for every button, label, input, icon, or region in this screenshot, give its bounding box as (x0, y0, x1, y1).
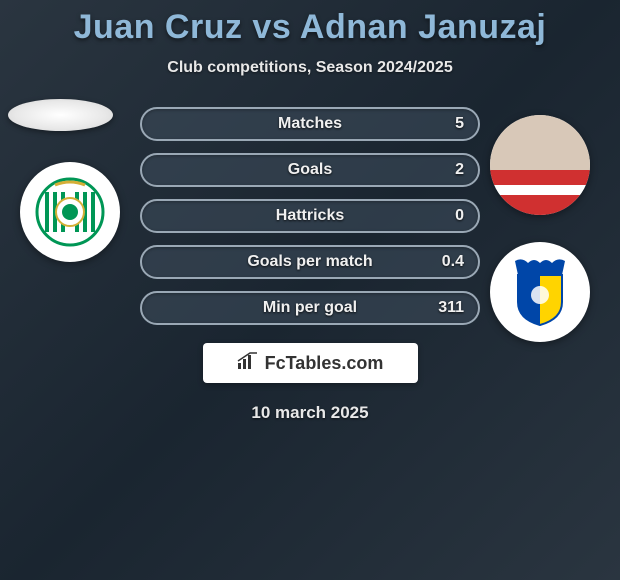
stat-row-goals: Goals 2 (140, 153, 480, 187)
stat-value-right: 0.4 (442, 253, 464, 271)
stats-list: Matches 5 Goals 2 Hattricks 0 Goals per … (140, 107, 480, 325)
branding-badge[interactable]: FcTables.com (203, 343, 418, 383)
stat-row-goals-per-match: Goals per match 0.4 (140, 245, 480, 279)
comparison-content: Matches 5 Goals 2 Hattricks 0 Goals per … (0, 107, 620, 423)
branding-text: FcTables.com (265, 353, 384, 374)
stat-row-min-per-goal: Min per goal 311 (140, 291, 480, 325)
stat-label: Min per goal (263, 299, 357, 317)
date-label: 10 march 2025 (0, 403, 620, 423)
player-right-avatar (490, 115, 590, 215)
stat-value-right: 2 (455, 161, 464, 179)
stat-row-matches: Matches 5 (140, 107, 480, 141)
subtitle: Club competitions, Season 2024/2025 (0, 59, 620, 77)
player-left-avatar (8, 99, 113, 131)
laspalmas-crest-icon (510, 257, 570, 327)
stat-label: Goals (288, 161, 332, 179)
stat-row-hattricks: Hattricks 0 (140, 199, 480, 233)
stat-value-right: 0 (455, 207, 464, 225)
stat-label: Hattricks (276, 207, 344, 225)
chart-icon (237, 352, 259, 375)
stat-label: Goals per match (247, 253, 372, 271)
stat-value-right: 5 (455, 115, 464, 133)
club-left-badge (20, 162, 120, 262)
page-title: Juan Cruz vs Adnan Januzaj (0, 0, 620, 47)
player-right-photo (490, 115, 590, 215)
stat-label: Matches (278, 115, 342, 133)
club-right-badge (490, 242, 590, 342)
stat-value-right: 311 (438, 299, 464, 317)
betis-crest-icon (35, 177, 105, 247)
